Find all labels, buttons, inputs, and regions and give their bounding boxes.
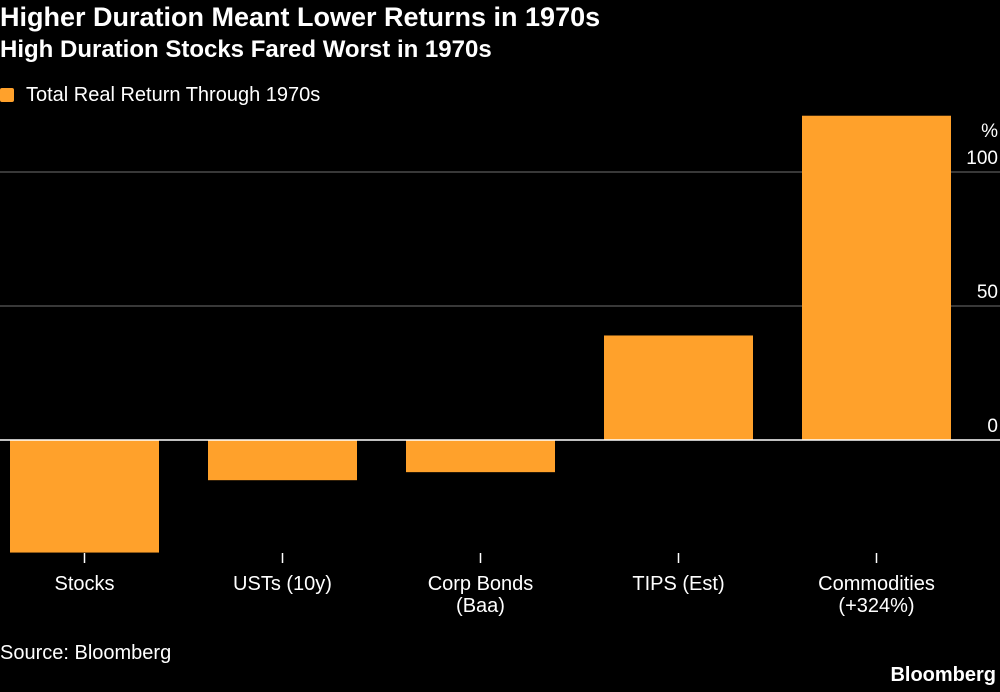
axes: [0, 439, 1000, 563]
legend-swatch: [0, 88, 14, 102]
y-tick-label-0: 0: [987, 416, 998, 437]
x-tick-label-2: Corp Bonds (Baa): [428, 573, 534, 617]
axis-labels: 0 50 100% Stocks USTs (10y) Corp Bonds (Baa) TI…: [54, 121, 998, 617]
bar-chart: 0 50 100% Stocks USTs (10y) Corp Bonds (Baa) TI…: [0, 115, 1000, 617]
legend: Total Real Return Through 1970s: [0, 82, 320, 108]
x-tick-label-1: USTs (10y): [233, 573, 332, 595]
bar-1: [208, 440, 357, 481]
bloomberg-logo: Bloomberg: [890, 664, 996, 686]
bars: [10, 115, 951, 553]
bar-3: [604, 335, 753, 440]
x-tick-label-0: Stocks: [54, 573, 114, 595]
x-tick-label-3: TIPS (Est): [632, 573, 724, 595]
bar-0: [10, 440, 159, 553]
chart-subtitle: High Duration Stocks Fared Worst in 1970…: [0, 36, 492, 63]
y-unit-label: %: [981, 121, 998, 142]
y-tick-label-50: 50: [977, 282, 998, 303]
source-note: Source: Bloomberg: [0, 642, 172, 664]
x-tick-label-4: Commodities (+324%): [818, 573, 935, 617]
y-tick-label-100: 100: [966, 148, 998, 169]
bar-2: [406, 440, 555, 473]
legend-label: Total Real Return Through 1970s: [26, 83, 321, 106]
chart-title: Higher Duration Meant Lower Returns in 1…: [0, 2, 601, 32]
bar-4: [802, 115, 951, 440]
